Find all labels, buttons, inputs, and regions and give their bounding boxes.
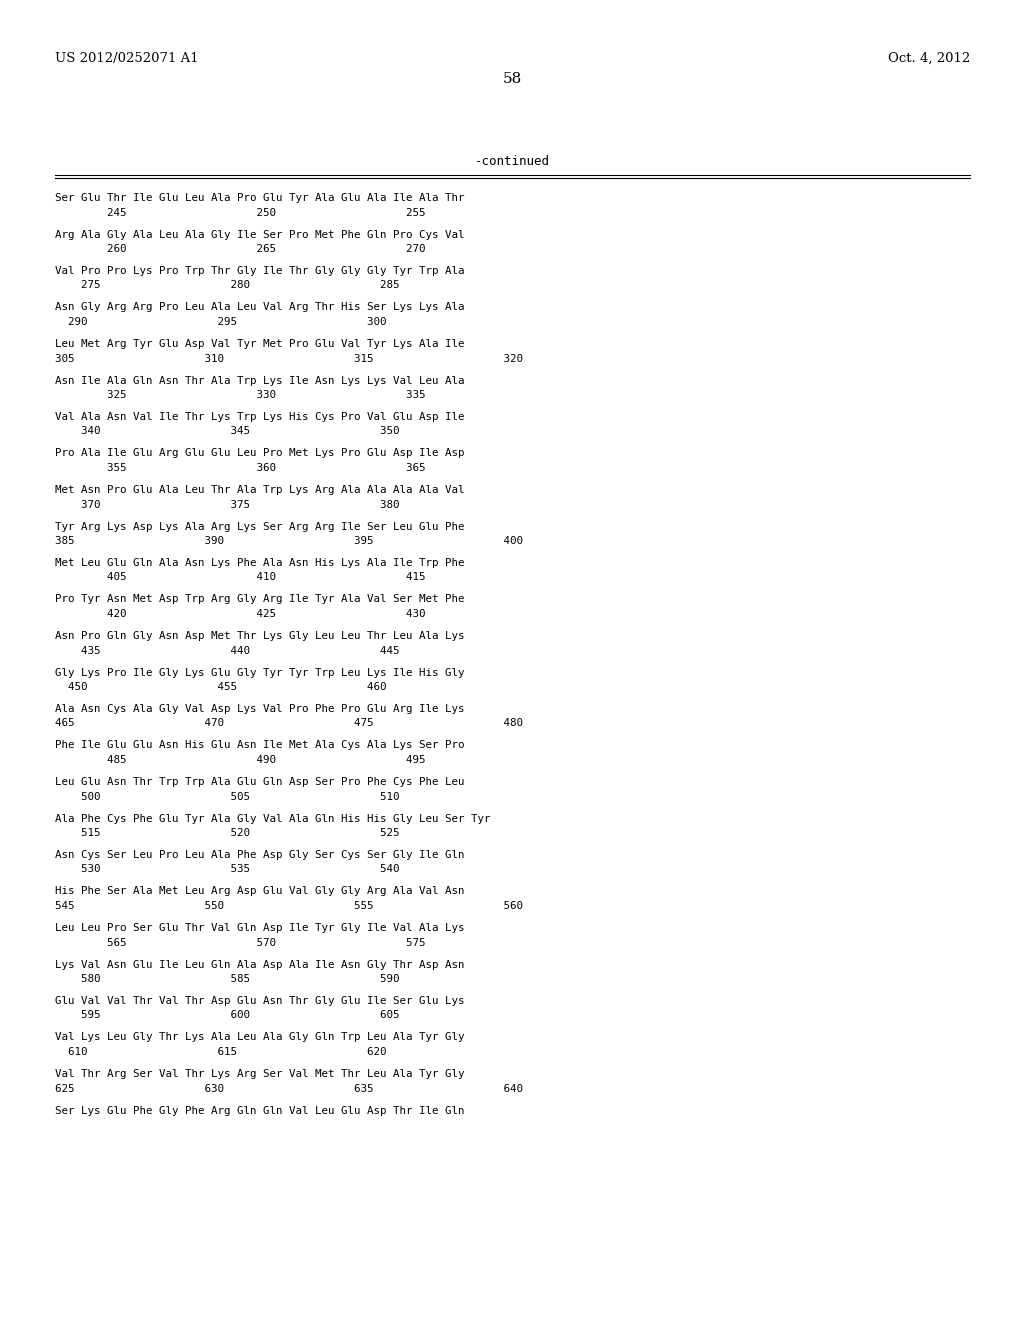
Text: 485                    490                    495: 485 490 495: [55, 755, 426, 766]
Text: Asn Cys Ser Leu Pro Leu Ala Phe Asp Gly Ser Cys Ser Gly Ile Gln: Asn Cys Ser Leu Pro Leu Ala Phe Asp Gly …: [55, 850, 465, 861]
Text: Glu Val Val Thr Val Thr Asp Glu Asn Thr Gly Glu Ile Ser Glu Lys: Glu Val Val Thr Val Thr Asp Glu Asn Thr …: [55, 997, 465, 1006]
Text: Val Lys Leu Gly Thr Lys Ala Leu Ala Gly Gln Trp Leu Ala Tyr Gly: Val Lys Leu Gly Thr Lys Ala Leu Ala Gly …: [55, 1032, 465, 1043]
Text: His Phe Ser Ala Met Leu Arg Asp Glu Val Gly Gly Arg Ala Val Asn: His Phe Ser Ala Met Leu Arg Asp Glu Val …: [55, 887, 465, 896]
Text: 515                    520                    525: 515 520 525: [55, 828, 399, 838]
Text: 500                    505                    510: 500 505 510: [55, 792, 399, 801]
Text: Asn Gly Arg Arg Pro Leu Ala Leu Val Arg Thr His Ser Lys Lys Ala: Asn Gly Arg Arg Pro Leu Ala Leu Val Arg …: [55, 302, 465, 313]
Text: 385                    390                    395                    400: 385 390 395 400: [55, 536, 523, 546]
Text: 370                    375                    380: 370 375 380: [55, 499, 399, 510]
Text: -continued: -continued: [474, 154, 550, 168]
Text: Leu Met Arg Tyr Glu Asp Val Tyr Met Pro Glu Val Tyr Lys Ala Ile: Leu Met Arg Tyr Glu Asp Val Tyr Met Pro …: [55, 339, 465, 348]
Text: 545                    550                    555                    560: 545 550 555 560: [55, 902, 523, 911]
Text: 530                    535                    540: 530 535 540: [55, 865, 399, 874]
Text: Tyr Arg Lys Asp Lys Ala Arg Lys Ser Arg Arg Ile Ser Leu Glu Phe: Tyr Arg Lys Asp Lys Ala Arg Lys Ser Arg …: [55, 521, 465, 532]
Text: 305                    310                    315                    320: 305 310 315 320: [55, 354, 523, 363]
Text: 275                    280                    285: 275 280 285: [55, 281, 399, 290]
Text: Met Asn Pro Glu Ala Leu Thr Ala Trp Lys Arg Ala Ala Ala Ala Val: Met Asn Pro Glu Ala Leu Thr Ala Trp Lys …: [55, 484, 465, 495]
Text: Ala Phe Cys Phe Glu Tyr Ala Gly Val Ala Gln His His Gly Leu Ser Tyr: Ala Phe Cys Phe Glu Tyr Ala Gly Val Ala …: [55, 813, 490, 824]
Text: US 2012/0252071 A1: US 2012/0252071 A1: [55, 51, 199, 65]
Text: 355                    360                    365: 355 360 365: [55, 463, 426, 473]
Text: Pro Tyr Asn Met Asp Trp Arg Gly Arg Ile Tyr Ala Val Ser Met Phe: Pro Tyr Asn Met Asp Trp Arg Gly Arg Ile …: [55, 594, 465, 605]
Text: 565                    570                    575: 565 570 575: [55, 937, 426, 948]
Text: Arg Ala Gly Ala Leu Ala Gly Ile Ser Pro Met Phe Gln Pro Cys Val: Arg Ala Gly Ala Leu Ala Gly Ile Ser Pro …: [55, 230, 465, 239]
Text: 625                    630                    635                    640: 625 630 635 640: [55, 1084, 523, 1093]
Text: 580                    585                    590: 580 585 590: [55, 974, 399, 983]
Text: Phe Ile Glu Glu Asn His Glu Asn Ile Met Ala Cys Ala Lys Ser Pro: Phe Ile Glu Glu Asn His Glu Asn Ile Met …: [55, 741, 465, 751]
Text: 435                    440                    445: 435 440 445: [55, 645, 399, 656]
Text: 340                    345                    350: 340 345 350: [55, 426, 399, 437]
Text: 58: 58: [503, 73, 521, 86]
Text: 420                    425                    430: 420 425 430: [55, 609, 426, 619]
Text: 245                    250                    255: 245 250 255: [55, 207, 426, 218]
Text: 450                    455                    460: 450 455 460: [55, 682, 386, 692]
Text: 610                    615                    620: 610 615 620: [55, 1047, 386, 1057]
Text: Gly Lys Pro Ile Gly Lys Glu Gly Tyr Tyr Trp Leu Lys Ile His Gly: Gly Lys Pro Ile Gly Lys Glu Gly Tyr Tyr …: [55, 668, 465, 677]
Text: Asn Ile Ala Gln Asn Thr Ala Trp Lys Ile Asn Lys Lys Val Leu Ala: Asn Ile Ala Gln Asn Thr Ala Trp Lys Ile …: [55, 375, 465, 385]
Text: 290                    295                    300: 290 295 300: [55, 317, 386, 327]
Text: Ser Lys Glu Phe Gly Phe Arg Gln Gln Val Leu Glu Asp Thr Ile Gln: Ser Lys Glu Phe Gly Phe Arg Gln Gln Val …: [55, 1106, 465, 1115]
Text: Leu Leu Pro Ser Glu Thr Val Gln Asp Ile Tyr Gly Ile Val Ala Lys: Leu Leu Pro Ser Glu Thr Val Gln Asp Ile …: [55, 923, 465, 933]
Text: Val Thr Arg Ser Val Thr Lys Arg Ser Val Met Thr Leu Ala Tyr Gly: Val Thr Arg Ser Val Thr Lys Arg Ser Val …: [55, 1069, 465, 1078]
Text: 325                    330                    335: 325 330 335: [55, 389, 426, 400]
Text: Val Pro Pro Lys Pro Trp Thr Gly Ile Thr Gly Gly Gly Tyr Trp Ala: Val Pro Pro Lys Pro Trp Thr Gly Ile Thr …: [55, 267, 465, 276]
Text: Val Ala Asn Val Ile Thr Lys Trp Lys His Cys Pro Val Glu Asp Ile: Val Ala Asn Val Ile Thr Lys Trp Lys His …: [55, 412, 465, 422]
Text: Ser Glu Thr Ile Glu Leu Ala Pro Glu Tyr Ala Glu Ala Ile Ala Thr: Ser Glu Thr Ile Glu Leu Ala Pro Glu Tyr …: [55, 193, 465, 203]
Text: 465                    470                    475                    480: 465 470 475 480: [55, 718, 523, 729]
Text: 405                    410                    415: 405 410 415: [55, 573, 426, 582]
Text: Leu Glu Asn Thr Trp Trp Ala Glu Gln Asp Ser Pro Phe Cys Phe Leu: Leu Glu Asn Thr Trp Trp Ala Glu Gln Asp …: [55, 777, 465, 787]
Text: Met Leu Glu Gln Ala Asn Lys Phe Ala Asn His Lys Ala Ile Trp Phe: Met Leu Glu Gln Ala Asn Lys Phe Ala Asn …: [55, 558, 465, 568]
Text: Ala Asn Cys Ala Gly Val Asp Lys Val Pro Phe Pro Glu Arg Ile Lys: Ala Asn Cys Ala Gly Val Asp Lys Val Pro …: [55, 704, 465, 714]
Text: Oct. 4, 2012: Oct. 4, 2012: [888, 51, 970, 65]
Text: 260                    265                    270: 260 265 270: [55, 244, 426, 253]
Text: Pro Ala Ile Glu Arg Glu Glu Leu Pro Met Lys Pro Glu Asp Ile Asp: Pro Ala Ile Glu Arg Glu Glu Leu Pro Met …: [55, 449, 465, 458]
Text: Asn Pro Gln Gly Asn Asp Met Thr Lys Gly Leu Leu Thr Leu Ala Lys: Asn Pro Gln Gly Asn Asp Met Thr Lys Gly …: [55, 631, 465, 642]
Text: 595                    600                    605: 595 600 605: [55, 1011, 399, 1020]
Text: Lys Val Asn Glu Ile Leu Gln Ala Asp Ala Ile Asn Gly Thr Asp Asn: Lys Val Asn Glu Ile Leu Gln Ala Asp Ala …: [55, 960, 465, 969]
